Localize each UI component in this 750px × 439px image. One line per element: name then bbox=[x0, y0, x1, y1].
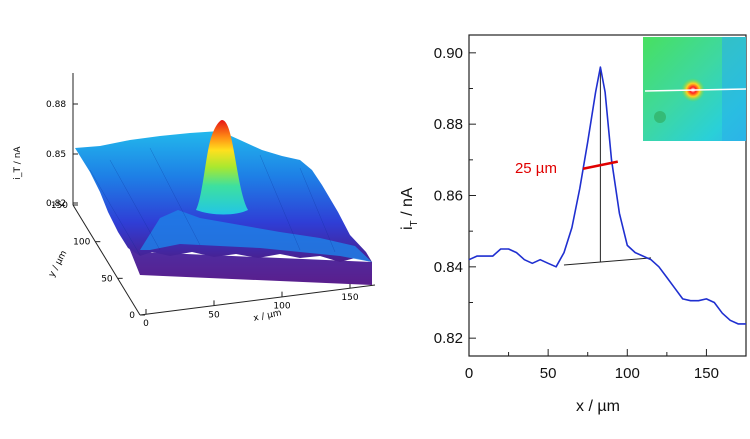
baseline-line bbox=[563, 257, 652, 266]
surface-ridge bbox=[140, 210, 372, 262]
y-label-main: i bbox=[399, 226, 416, 230]
y-tick-label: 0 bbox=[129, 311, 135, 321]
x-tick-label: 0 bbox=[143, 319, 149, 329]
x-axis-label: x / µm bbox=[576, 398, 620, 415]
x-tick-label: 150 bbox=[694, 365, 719, 382]
inset-image bbox=[643, 37, 747, 141]
y-axis-line bbox=[72, 204, 141, 316]
y-tick-label: 0.88 bbox=[434, 116, 463, 133]
x-axis-ticks: 0 50 100 150 bbox=[465, 349, 719, 382]
line-plot: 0.82 0.84 0.86 0.88 0.90 0 50 100 150 iT / nA x… bbox=[399, 34, 747, 415]
fwhm-label: 25 µm bbox=[515, 160, 557, 177]
x-tick-label: 0 bbox=[465, 365, 473, 382]
fwhm-annotation bbox=[582, 160, 619, 170]
x-tick-label: 50 bbox=[208, 310, 220, 320]
y-axis-label: iT / nA bbox=[399, 187, 420, 230]
x-tick-label: 100 bbox=[273, 302, 290, 312]
y-tick-label: 100 bbox=[73, 238, 90, 248]
surface-plot: 0.88 0.85 0.82 i_T / nA 0 50 100 150 0 50 100 15… bbox=[13, 73, 376, 329]
y-axis-label: y / µm bbox=[47, 249, 69, 279]
z-axis-label: i_T / nA bbox=[13, 146, 23, 180]
series-line bbox=[468, 66, 746, 325]
x-tick-label: 50 bbox=[540, 365, 557, 382]
x-axis-line bbox=[139, 284, 376, 316]
x-tick-label: 150 bbox=[341, 293, 358, 303]
y-tick-label: 0.82 bbox=[434, 330, 463, 347]
inset-scan-line bbox=[644, 88, 747, 92]
surface-peak bbox=[196, 120, 248, 215]
y-label-sub: T bbox=[409, 220, 420, 226]
y-tick-label: 0.86 bbox=[434, 188, 463, 205]
y-tick-label: 0.84 bbox=[434, 259, 463, 276]
peak-guides bbox=[563, 67, 652, 266]
z-tick-label: 0.82 bbox=[46, 199, 66, 209]
z-tick-label: 0.85 bbox=[46, 150, 66, 160]
z-axis-ticks: 0.88 0.85 0.82 bbox=[46, 100, 78, 209]
y-tick-label: 50 bbox=[101, 274, 113, 284]
y-tick-label: 0.90 bbox=[434, 45, 463, 62]
surface-side bbox=[96, 150, 372, 285]
y-label-tail: / nA bbox=[399, 187, 416, 220]
x-axis-ticks: 0 50 100 150 bbox=[143, 283, 359, 329]
x-axis-label-3d: x / µm bbox=[253, 308, 283, 324]
z-tick-label: 0.88 bbox=[46, 100, 66, 110]
x-tick-label: 100 bbox=[615, 365, 640, 382]
y-tick-label: 150 bbox=[51, 201, 68, 211]
surface-mesh-lines bbox=[89, 147, 336, 256]
y-axis-ticks: 0 50 100 150 bbox=[51, 201, 145, 321]
y-axis-ticks: 0.82 0.84 0.86 0.88 0.90 bbox=[434, 45, 476, 347]
fwhm-marker bbox=[582, 160, 619, 170]
